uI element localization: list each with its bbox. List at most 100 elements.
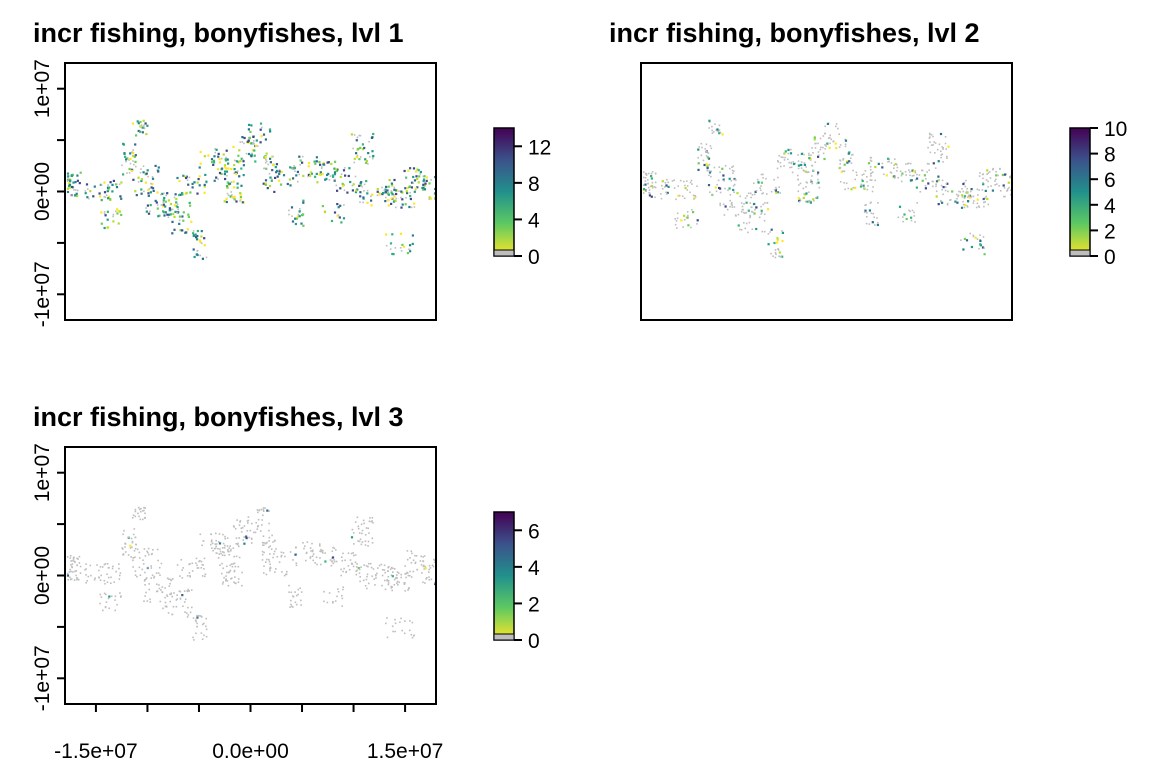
raster-cell: [929, 141, 931, 143]
raster-cell: [204, 173, 207, 176]
raster-cell: [798, 201, 801, 203]
raster-cell: [212, 159, 215, 162]
raster-cell: [763, 213, 766, 216]
raster-cell: [118, 563, 120, 565]
raster-cell: [798, 199, 801, 202]
raster-cell: [148, 553, 150, 556]
raster-cell: [705, 155, 708, 157]
raster-cell: [642, 192, 645, 194]
raster-cell: [140, 168, 142, 170]
raster-cell: [732, 178, 735, 181]
raster-cell: [784, 156, 786, 159]
raster-cell: [414, 561, 417, 564]
raster-cell: [988, 171, 991, 173]
raster-cell: [256, 509, 259, 511]
raster-cell: [981, 246, 985, 249]
raster-cell: [692, 194, 695, 197]
raster-cell: [281, 571, 283, 573]
raster-cell: [933, 141, 935, 143]
raster-cell: [278, 172, 281, 176]
raster-cell: [408, 185, 411, 188]
raster-cell: [644, 180, 647, 182]
raster-cell: [66, 556, 69, 558]
raster-cell: [852, 153, 854, 156]
raster-cell: [960, 206, 964, 209]
raster-cell: [818, 186, 821, 189]
raster-cell: [364, 534, 367, 536]
raster-cell: [387, 204, 390, 207]
raster-cell: [261, 559, 264, 561]
raster-cell: [852, 186, 854, 189]
raster-cell: [297, 213, 300, 216]
raster-cell: [135, 543, 137, 546]
raster-cell: [765, 177, 767, 180]
raster-cell: [791, 171, 794, 174]
raster-cell: [410, 633, 413, 636]
raster-cell: [153, 575, 156, 578]
raster-cell: [70, 185, 74, 189]
raster-cell: [404, 203, 407, 206]
raster-cell: [195, 632, 197, 635]
raster-cell: [248, 136, 251, 140]
raster-cell: [149, 191, 152, 194]
raster-cell: [778, 186, 780, 188]
raster-cell: [982, 236, 985, 238]
raster-cell: [709, 145, 712, 147]
raster-cell: [774, 256, 777, 259]
raster-cell: [366, 192, 369, 195]
raster-cell: [731, 201, 733, 204]
raster-cell: [970, 195, 973, 198]
raster-cell: [272, 163, 275, 167]
raster-cell: [104, 582, 106, 585]
raster-cell: [642, 184, 645, 186]
raster-cell: [200, 230, 203, 233]
raster-cell: [424, 565, 426, 568]
raster-cell: [242, 174, 245, 177]
raster-cell: [415, 175, 418, 178]
raster-cell: [710, 170, 712, 173]
raster-cell: [337, 206, 340, 209]
raster-cell: [914, 221, 916, 223]
raster-cell: [817, 171, 820, 174]
raster-cell: [312, 553, 315, 555]
raster-cell: [747, 209, 750, 212]
raster-cell: [122, 533, 124, 536]
raster-cell: [861, 179, 864, 183]
raster-cell: [839, 159, 842, 162]
raster-cell: [144, 517, 146, 519]
raster-cell: [687, 214, 689, 217]
raster-cell: [260, 508, 263, 511]
raster-cell: [99, 602, 101, 605]
raster-cell: [353, 157, 356, 160]
raster-cell: [74, 570, 76, 573]
raster-cell: [150, 567, 153, 569]
raster-cell: [422, 188, 425, 191]
raster-cell: [262, 544, 264, 546]
raster-cell: [120, 197, 123, 200]
raster-cell: [722, 174, 725, 177]
raster-cell: [278, 170, 281, 173]
raster-cell: [790, 161, 792, 164]
raster-cell: [790, 162, 793, 165]
raster-cell: [291, 215, 293, 217]
raster-cell: [956, 201, 959, 204]
raster-cell: [273, 550, 276, 553]
raster-cell: [195, 617, 198, 620]
raster-cell: [132, 566, 134, 568]
raster-cell: [408, 587, 410, 589]
raster-cell: [349, 559, 352, 561]
raster-cell: [291, 220, 295, 223]
raster-cell: [935, 185, 937, 188]
raster-cell: [355, 139, 358, 142]
raster-cell: [852, 169, 854, 172]
raster-cell: [315, 556, 318, 559]
raster-cell: [76, 578, 78, 581]
raster-cell: [332, 546, 334, 549]
raster-cell: [396, 574, 398, 576]
raster-cell: [865, 222, 868, 225]
raster-cell: [66, 172, 70, 175]
raster-cell: [900, 174, 903, 177]
raster-cell: [198, 239, 202, 242]
raster-cell: [774, 189, 777, 192]
raster-cell: [147, 189, 150, 192]
